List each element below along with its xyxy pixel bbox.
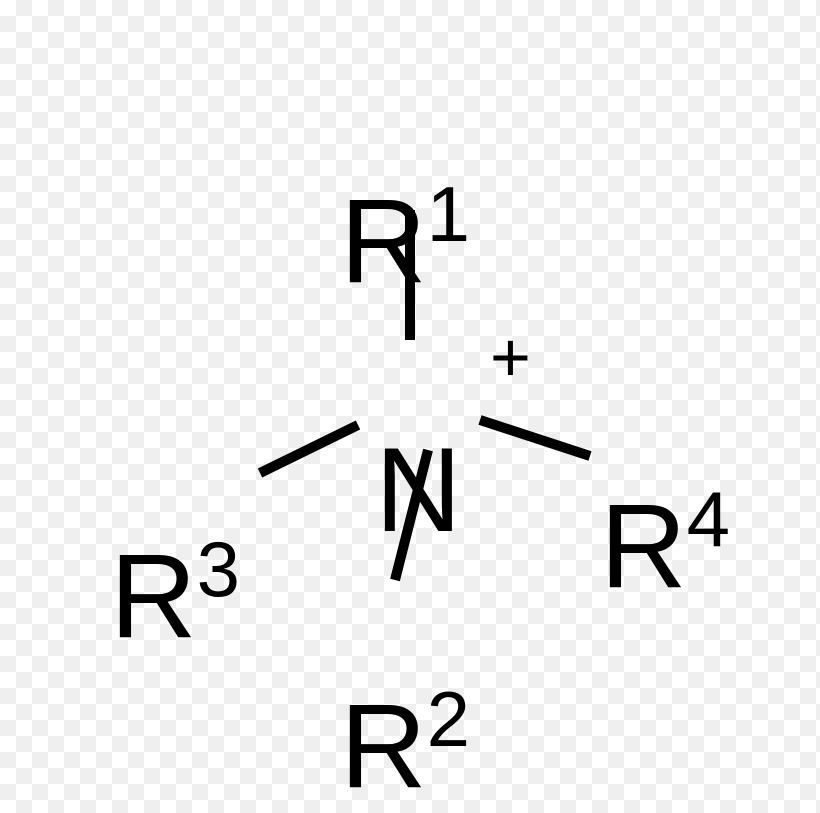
- substituent-letter: R: [110, 529, 197, 663]
- charge-symbol: +: [490, 318, 531, 396]
- substituent-index: 4: [687, 475, 730, 563]
- substituent-r1: R1: [340, 175, 470, 301]
- substituent-letter: R: [340, 679, 427, 813]
- substituent-index: 1: [427, 170, 470, 258]
- substituent-r3: R3: [110, 530, 240, 656]
- substituent-index: 2: [427, 675, 470, 763]
- chemical-diagram: N + R1R2R3R4: [0, 0, 820, 734]
- substituent-r4: R4: [600, 480, 730, 606]
- central-atom-letter: N: [375, 423, 462, 557]
- substituent-index: 3: [197, 525, 240, 613]
- substituent-letter: R: [340, 174, 427, 308]
- bond-to-r4: [480, 420, 590, 456]
- bond-to-r3: [260, 425, 358, 473]
- charge-label: +: [490, 322, 531, 392]
- substituent-letter: R: [600, 479, 687, 613]
- substituent-r2: R2: [340, 680, 470, 806]
- central-atom: N: [375, 430, 462, 550]
